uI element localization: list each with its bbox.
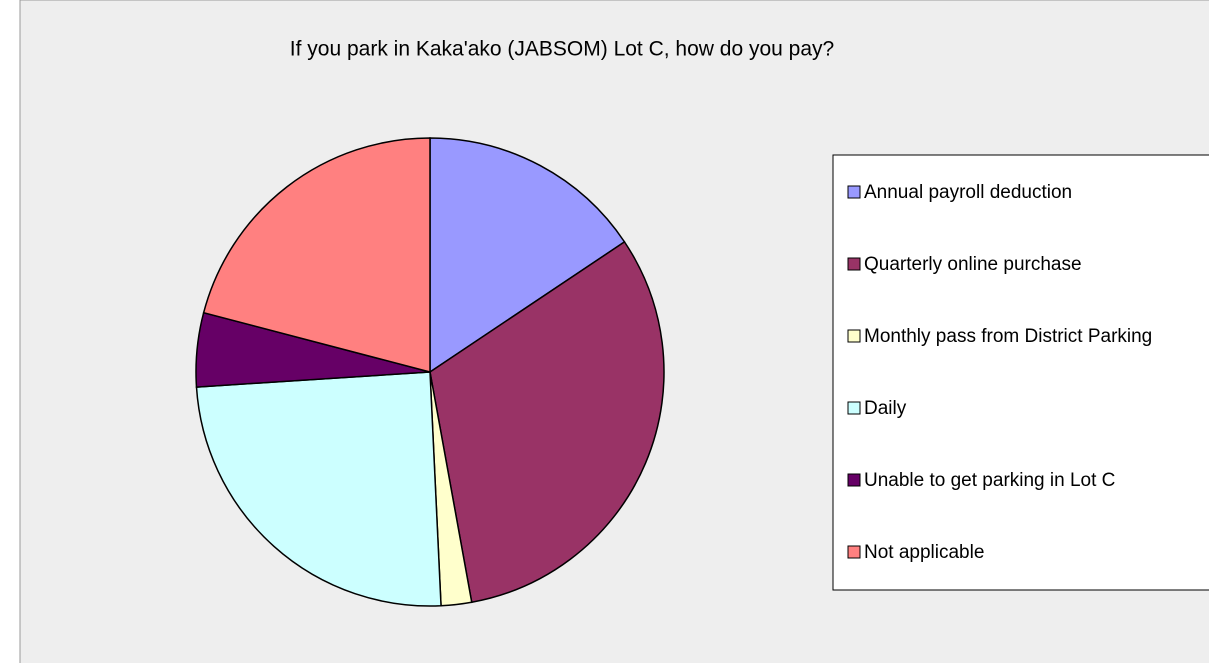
legend-swatch — [847, 401, 861, 415]
chart-title: If you park in Kaka'ako (JABSOM) Lot C, … — [290, 38, 834, 61]
legend-swatch — [847, 329, 861, 343]
legend-label: Monthly pass from District Parking — [864, 326, 1152, 347]
pie-slice — [429, 240, 665, 604]
legend-swatch — [847, 473, 861, 487]
legend-label: Quarterly online purchase — [864, 254, 1082, 275]
legend-label: Unable to get parking in Lot C — [864, 470, 1115, 491]
legend-label: Not applicable — [864, 542, 984, 563]
pie-slice — [202, 137, 431, 373]
legend-label: Daily — [864, 398, 907, 419]
legend-swatch — [847, 257, 861, 271]
legend-swatch — [847, 185, 861, 199]
pie-slice — [195, 371, 442, 607]
legend-box — [832, 154, 1209, 591]
legend-swatch — [847, 545, 861, 559]
legend-label: Annual payroll deduction — [864, 182, 1072, 203]
pie-slice — [429, 137, 626, 374]
